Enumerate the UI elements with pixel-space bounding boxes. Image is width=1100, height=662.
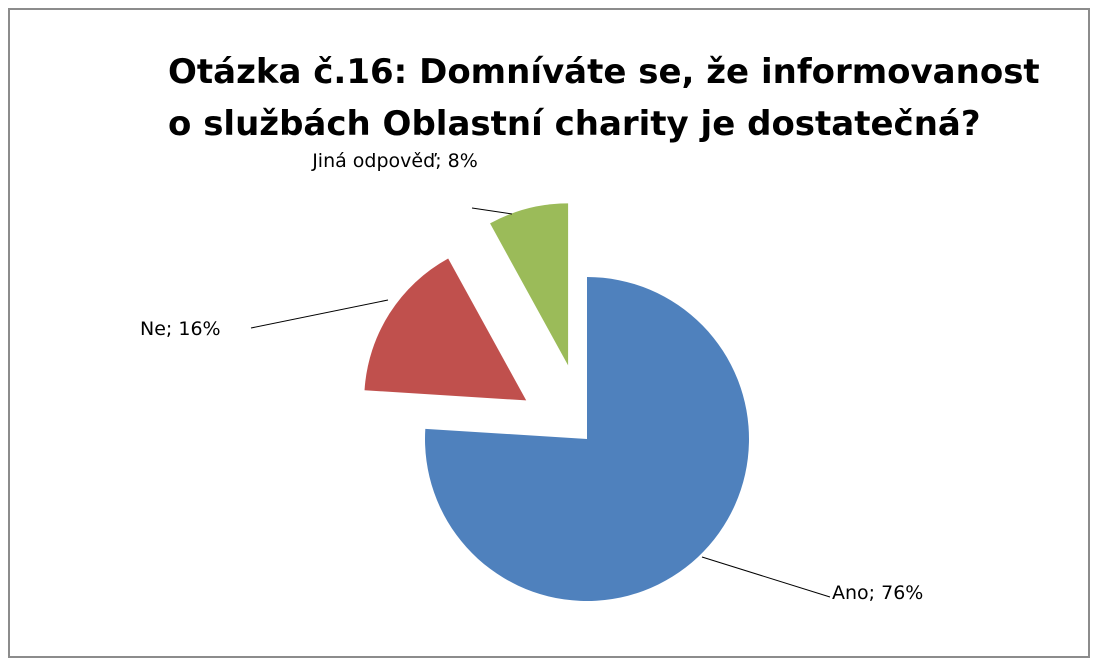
leader-line bbox=[701, 556, 831, 598]
category-name: Ano bbox=[832, 582, 869, 604]
leader-line bbox=[471, 207, 513, 215]
chart bbox=[250, 203, 831, 601]
category-name: Jiná odpověď bbox=[312, 150, 436, 172]
chart-title: Otázka č.16: Domníváte se, že informovan… bbox=[168, 52, 1040, 144]
chart-frame: Otázka č.16: Domníváte se, že informovan… bbox=[8, 8, 1090, 658]
pie-slice bbox=[490, 203, 569, 366]
value-label: 8% bbox=[447, 150, 478, 172]
label-separator: ; bbox=[165, 318, 179, 340]
data-label: Jiná odpověď; 8% bbox=[310, 148, 480, 174]
data-label: Ano; 76% bbox=[832, 580, 923, 606]
pie-slice bbox=[364, 258, 527, 401]
label-separator: ; bbox=[435, 150, 448, 172]
label-separator: ; bbox=[868, 582, 882, 604]
value-label: 16% bbox=[178, 318, 221, 340]
pie-slice bbox=[425, 277, 749, 601]
data-label: Ne; 16% bbox=[140, 316, 221, 342]
value-label: 76% bbox=[881, 582, 924, 604]
category-name: Ne bbox=[140, 318, 166, 340]
leader-line bbox=[250, 299, 389, 329]
